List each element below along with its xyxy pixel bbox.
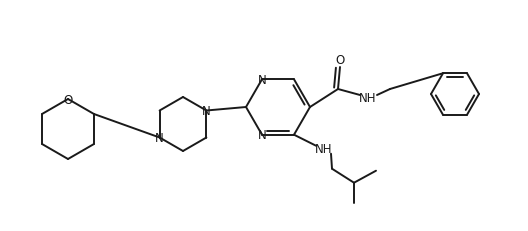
Text: N: N: [155, 131, 164, 144]
Text: O: O: [335, 54, 345, 67]
Text: N: N: [202, 105, 211, 118]
Text: NH: NH: [315, 143, 333, 155]
Text: NH: NH: [359, 91, 377, 104]
Text: N: N: [258, 129, 266, 142]
Text: N: N: [258, 73, 266, 86]
Text: O: O: [63, 93, 73, 106]
